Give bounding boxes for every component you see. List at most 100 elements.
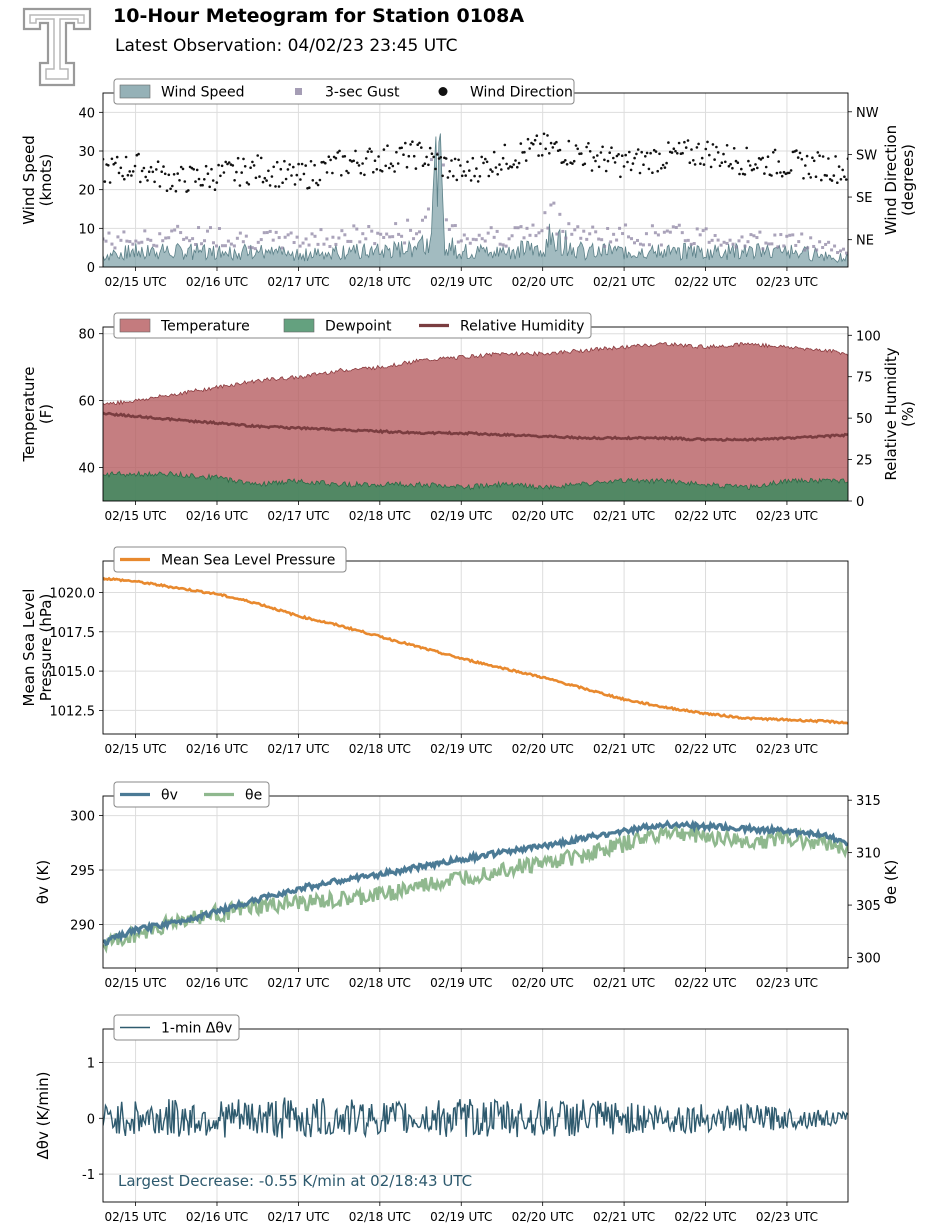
wind-direction-point	[812, 159, 816, 163]
gust-marker	[352, 224, 356, 228]
wind-direction-point	[352, 159, 356, 163]
gust-marker	[232, 244, 236, 248]
plot-area-wind	[103, 93, 848, 267]
wind-direction-point	[716, 151, 720, 154]
wind-direction-point	[359, 171, 363, 175]
wind-direction-point	[476, 180, 480, 183]
y2-tick-label: 310	[856, 847, 881, 862]
gust-marker	[116, 235, 120, 239]
wind-direction-point	[340, 174, 343, 177]
wind-direction-point	[775, 171, 779, 175]
gust-marker	[298, 244, 302, 248]
wind-direction-point	[256, 154, 260, 157]
gust-marker	[340, 229, 344, 233]
x-tick-label: 02/17 UTC	[267, 742, 329, 756]
gust-marker	[161, 239, 165, 243]
wind-direction-point	[284, 177, 288, 181]
gust-marker	[779, 233, 783, 237]
gust-marker	[761, 247, 765, 251]
y2-axis-label: Wind Direction(degrees)	[882, 125, 917, 235]
wind-direction-point	[706, 140, 709, 144]
wind-direction-point	[457, 158, 460, 162]
gust-marker	[647, 243, 651, 247]
y-axis-label: Wind Speed(knots)	[20, 135, 55, 225]
gust-marker	[764, 241, 768, 245]
wind-direction-point	[704, 147, 708, 151]
gust-marker	[504, 244, 508, 248]
x-tick-label: 02/21 UTC	[593, 976, 655, 990]
wind-direction-point	[510, 165, 514, 169]
gust-marker	[498, 242, 502, 246]
gust-marker	[182, 237, 186, 241]
wind-direction-point	[572, 159, 576, 163]
wind-direction-point	[539, 142, 542, 145]
legend: θv θe	[113, 781, 270, 808]
wind-direction-point	[126, 173, 130, 177]
gust-marker	[489, 226, 493, 230]
gust-marker	[131, 242, 135, 246]
wind-direction-point	[252, 164, 256, 167]
gust-marker	[286, 233, 290, 237]
wind-direction-point	[724, 160, 727, 164]
gust-marker	[728, 238, 732, 242]
gust-marker	[277, 236, 281, 240]
wind-direction-point	[295, 173, 299, 177]
gust-marker	[229, 242, 233, 246]
gust-marker	[674, 225, 678, 229]
wind-direction-point	[665, 161, 668, 165]
y-tick-label: 0	[87, 261, 95, 276]
wind-direction-point	[834, 155, 837, 158]
legend-label: θe	[245, 788, 262, 804]
gust-marker	[516, 226, 520, 230]
wind-direction-point	[416, 143, 420, 146]
gust-marker	[119, 238, 123, 242]
y-tick-label: 1	[87, 1056, 95, 1071]
wind-direction-point	[804, 164, 807, 167]
wind-direction-point	[391, 164, 395, 168]
wind-direction-point	[363, 173, 366, 177]
wind-direction-point	[782, 170, 786, 174]
wind-direction-point	[647, 167, 651, 171]
y2-tick-label: 75	[856, 371, 873, 386]
wind-direction-point	[478, 175, 482, 178]
gust-marker	[567, 222, 571, 226]
gust-marker	[310, 232, 314, 236]
gust-marker	[429, 158, 433, 162]
wind-direction-point	[695, 146, 699, 149]
wind-direction-point	[658, 152, 661, 156]
y-tick-label: 290	[70, 918, 95, 933]
wind-direction-point	[372, 170, 375, 174]
plot-area-dtheta	[103, 1029, 848, 1202]
legend-swatch	[438, 87, 448, 96]
x-tick-label: 02/20 UTC	[512, 275, 574, 289]
x-tick-label: 02/16 UTC	[186, 275, 248, 289]
wind-direction-point	[734, 159, 738, 163]
wind-direction-point	[147, 170, 151, 173]
wind-direction-point	[839, 178, 843, 181]
wind-direction-point	[219, 174, 222, 178]
wind-direction-point	[473, 174, 476, 178]
wind-direction-point	[670, 151, 674, 154]
wind-direction-point	[702, 163, 706, 166]
gust-marker	[668, 230, 672, 234]
wind-direction-point	[462, 170, 466, 173]
wind-direction-point	[121, 174, 124, 178]
wind-direction-point	[434, 167, 437, 171]
wind-direction-point	[825, 174, 828, 177]
gust-marker	[170, 229, 174, 233]
gust-marker	[256, 240, 260, 244]
x-tick-label: 02/20 UTC	[512, 742, 574, 756]
gust-marker	[549, 203, 553, 207]
wind-direction-point	[836, 181, 839, 184]
wind-direction-point	[599, 151, 603, 154]
x-tick-label: 02/16 UTC	[186, 1210, 248, 1224]
gust-marker	[689, 242, 693, 246]
gust-marker	[325, 237, 329, 241]
gust-marker	[200, 242, 204, 246]
wind-direction-point	[395, 150, 398, 154]
gust-marker	[274, 230, 278, 234]
gust-marker	[355, 227, 359, 231]
gust-marker	[259, 238, 263, 242]
legend-label: Temperature	[160, 319, 250, 335]
x-tick-label: 02/15 UTC	[104, 275, 166, 289]
